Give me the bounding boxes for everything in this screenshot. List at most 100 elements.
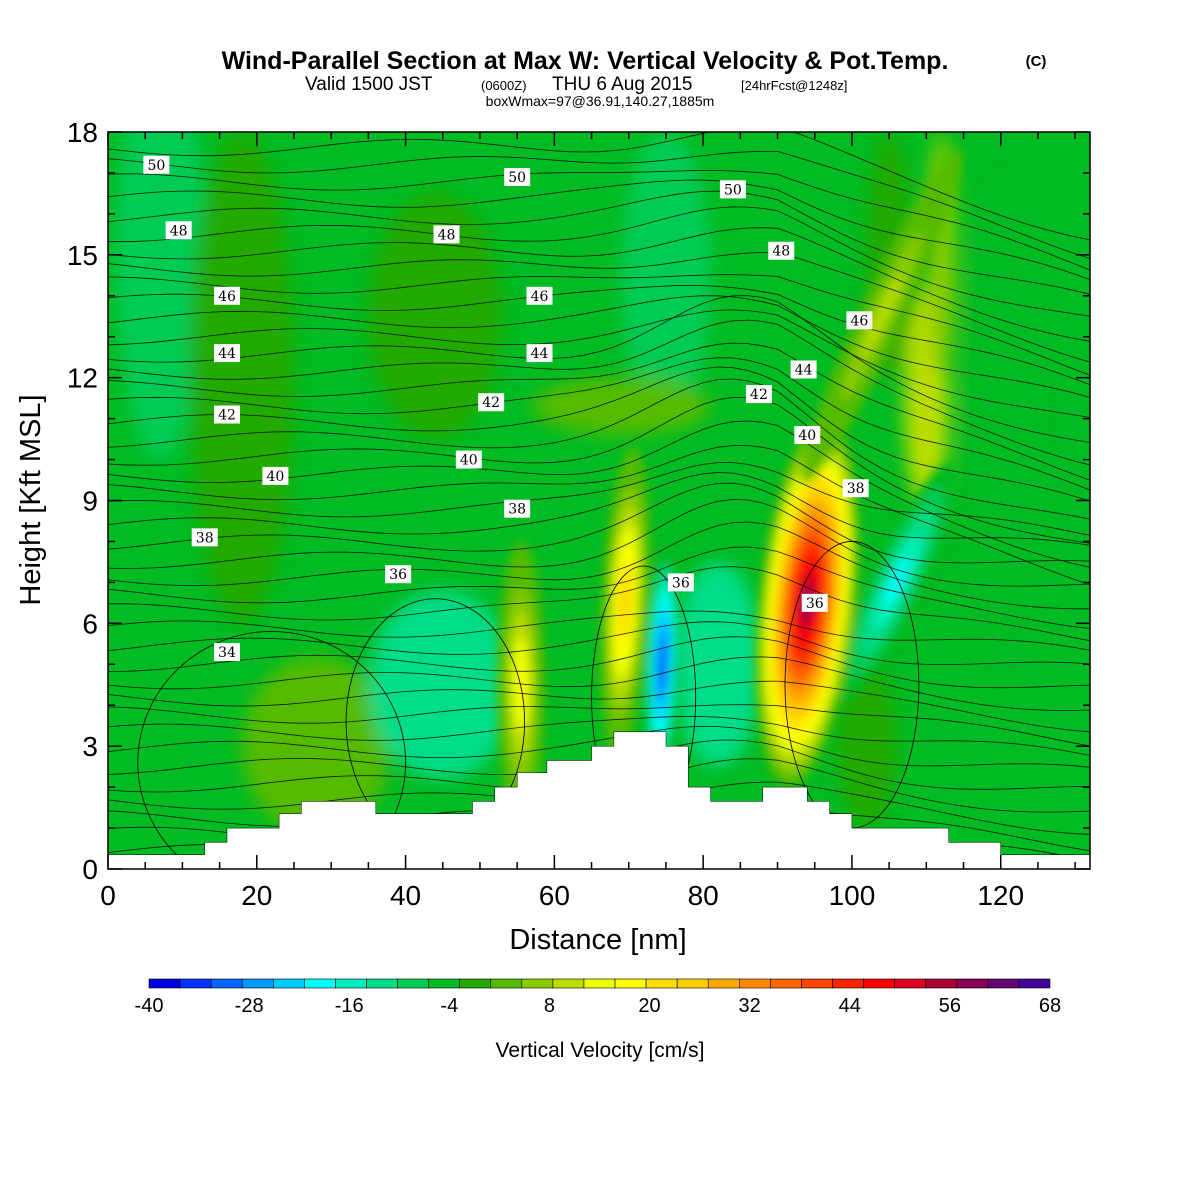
colorbar-swatch — [707, 978, 740, 989]
y-axis-label: Height [Kft MSL] — [15, 394, 47, 605]
theta-label-text: 46 — [218, 289, 236, 305]
theta-label-box — [526, 286, 553, 305]
theta-label-text: 50 — [147, 158, 165, 174]
theta-label-box — [214, 286, 241, 305]
colorbar-swatch — [335, 978, 367, 989]
colorbar-swatch — [925, 978, 958, 989]
theta-label-text: 42 — [218, 408, 236, 424]
theta-label-text: 46 — [531, 289, 549, 305]
colorbar-tick-label: 32 — [739, 995, 761, 1017]
x-tick-label: 120 — [977, 880, 1024, 911]
colorbar-ticks: -40 -28 -16 -4 8 20 32 44 56 68 — [135, 995, 1062, 1017]
theta-label-box — [214, 642, 241, 661]
colorbar-tick-label: 8 — [544, 995, 555, 1017]
colorbar-swatch — [770, 978, 802, 989]
theta-label-text: 36 — [672, 575, 690, 591]
theta-label-box — [478, 393, 505, 412]
theta-label-box — [526, 344, 553, 363]
theta-label-box — [214, 405, 241, 424]
theta-contour — [108, 704, 1090, 747]
colorbar-swatch — [863, 978, 895, 989]
theta-contour — [108, 170, 1090, 271]
theta-contour — [137, 631, 406, 869]
y-tick-label: 6 — [82, 608, 98, 639]
theta-contour — [108, 445, 1090, 586]
theta-label-text: 40 — [798, 428, 816, 444]
theta-contour — [108, 546, 1090, 629]
theta-contour — [108, 715, 1090, 756]
theta-label-text: 38 — [196, 530, 214, 546]
theta-label-text: 36 — [806, 596, 824, 612]
theta-label-box — [262, 466, 289, 485]
theta-label: 50 — [719, 180, 746, 199]
colorbar-tick-label: 56 — [939, 995, 961, 1017]
x-axis: 0 20 40 60 80 100 120 — [100, 132, 1076, 911]
colorbar-swatch — [459, 978, 492, 989]
x-tick-label: 40 — [390, 880, 421, 911]
colorbar-tick-label: -16 — [335, 995, 364, 1017]
y-tick-label: 18 — [67, 117, 98, 148]
x-tick-label: 0 — [100, 880, 116, 911]
theta-label-text: 36 — [389, 567, 407, 583]
colorbar — [148, 978, 1051, 989]
theta-label: 40 — [455, 450, 482, 469]
colorbar-swatch — [490, 978, 523, 989]
colorbar-swatch — [956, 978, 989, 989]
x-axis-label: Distance [nm] — [509, 924, 686, 956]
colorbar-swatch — [521, 978, 554, 989]
theta-label-box — [790, 360, 817, 379]
colorbar-tick-label: 20 — [638, 995, 660, 1017]
x-tick-label: 100 — [829, 880, 876, 911]
theta-label-box — [842, 479, 869, 498]
theta-label-text: 40 — [266, 469, 284, 485]
velocity-region — [673, 561, 763, 767]
velocity-region — [115, 132, 205, 460]
theta-label-text: 34 — [218, 645, 236, 661]
y-tick-label: 15 — [67, 240, 98, 271]
theta-contour — [108, 284, 1090, 386]
theta-label: 38 — [191, 528, 218, 547]
colorbar-tick-label: 68 — [1039, 995, 1061, 1017]
theta-label: 48 — [165, 221, 192, 240]
theta-contour — [108, 319, 1090, 466]
theta-contour — [108, 378, 1090, 520]
theta-label-box — [768, 241, 795, 260]
theta-label: 36 — [385, 565, 412, 584]
colorbar-swatch — [645, 978, 678, 989]
velocity-region — [241, 656, 391, 837]
theta-label: 48 — [768, 241, 795, 260]
velocity-region — [837, 664, 897, 829]
theta-contour — [108, 566, 1090, 642]
theta-label: 46 — [526, 286, 553, 305]
theta-contour — [108, 206, 1090, 317]
theta-label-box — [719, 180, 746, 199]
colorbar-tick-label: -40 — [135, 995, 164, 1017]
theta-label-box — [794, 425, 821, 444]
colorbar-swatch — [1018, 978, 1051, 989]
velocity-region — [189, 132, 294, 624]
theta-label: 42 — [745, 385, 772, 404]
theta-contour — [108, 132, 1090, 241]
valid-utc: (0600Z) — [481, 78, 527, 93]
valid-date: THU 6 Aug 2015 — [552, 74, 692, 95]
y-tick-label: 3 — [82, 731, 98, 762]
theta-label-box — [455, 450, 482, 469]
theta-label: 44 — [526, 344, 553, 363]
theta-label-text: 44 — [531, 346, 549, 362]
chart-title: Wind-Parallel Section at Max W: Vertical… — [222, 47, 949, 75]
theta-contour — [108, 610, 1090, 651]
colorbar-swatch — [428, 978, 460, 989]
x-tick-label: 80 — [688, 880, 719, 911]
theta-label-box — [433, 225, 460, 244]
colorbar-swatch — [894, 978, 927, 989]
velocity-region — [368, 193, 503, 440]
colorbar-swatch — [304, 978, 336, 989]
x-tick-label: 60 — [539, 880, 570, 911]
y-tick-label: 0 — [82, 854, 98, 885]
theta-label: 36 — [667, 573, 694, 592]
theta-label-text: 48 — [438, 227, 456, 243]
theta-label: 44 — [214, 344, 241, 363]
theta-contour — [108, 521, 1090, 610]
theta-label-text: 50 — [508, 170, 526, 186]
